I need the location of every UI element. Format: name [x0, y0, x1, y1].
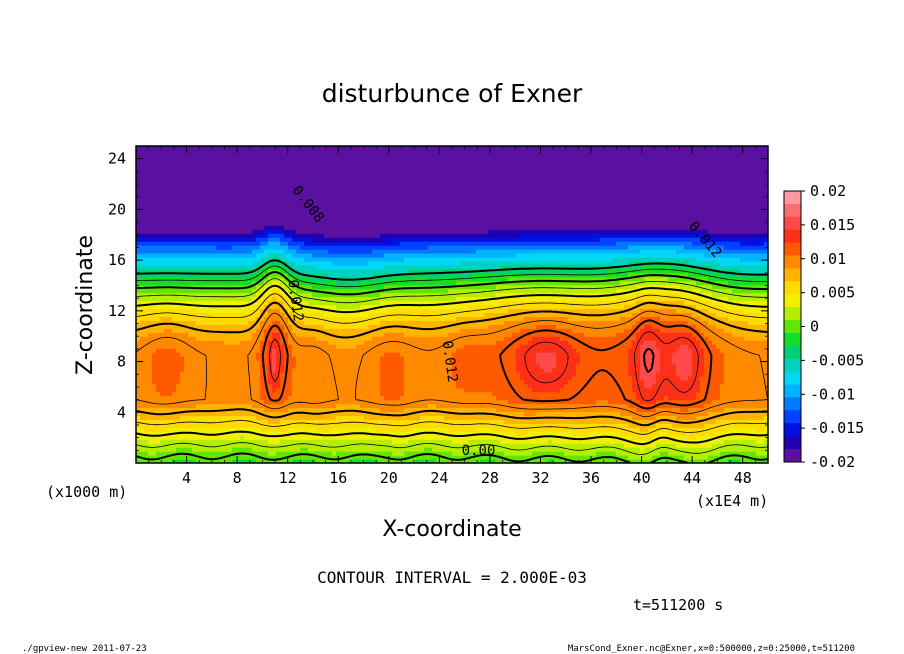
colorbar-swatch — [784, 371, 801, 386]
colorbar-swatch — [784, 307, 801, 321]
colorbar-swatch — [784, 358, 801, 373]
colorbar-tick-label: -0.02 — [810, 453, 855, 471]
x-tick-label: 8 — [233, 469, 242, 487]
contour-line — [136, 259, 768, 281]
contour-line — [269, 331, 699, 401]
colorbar-swatch — [784, 268, 801, 282]
contour-line — [136, 278, 768, 455]
x-tick-label: 12 — [279, 469, 297, 487]
time-text: t=511200 s — [633, 596, 723, 614]
x-tick-label: 40 — [633, 469, 651, 487]
contour-line — [136, 310, 768, 418]
contour-line — [136, 301, 768, 427]
footer-left: ./gpview-new 2011-07-23 — [22, 644, 147, 654]
y-tick-label: 12 — [108, 302, 126, 320]
footer-right: MarsCond_Exner.nc@Exner,x=0:500000,z=0:2… — [568, 644, 855, 654]
y-axis-label: Z-coordinate — [73, 235, 98, 375]
chart-title: disturbunce of Exner — [322, 79, 583, 108]
colorbar-swatch — [784, 423, 801, 437]
x-tick-label: 16 — [329, 469, 347, 487]
colorbar-tick-label: 0 — [810, 318, 819, 336]
x-tick-label: 20 — [380, 469, 398, 487]
y-tick-label: 16 — [108, 251, 126, 269]
y-axis: 4 8 12 16 20 24 — [108, 150, 768, 451]
contour-label: 0.00 — [462, 443, 496, 459]
contour-label-text: 0.012 — [284, 279, 306, 323]
colorbar-swatch — [784, 229, 801, 244]
contour-fill — [136, 146, 768, 463]
y-tick-label: 24 — [108, 150, 126, 168]
y-tick-label: 4 — [117, 403, 126, 421]
x-axis-label: X-coordinate — [382, 517, 521, 542]
x-tick-label: 4 — [182, 469, 191, 487]
colorbar-swatch — [784, 216, 801, 231]
colorbar-tick-label: -0.015 — [810, 419, 864, 437]
colorbar-tick-label: 0.01 — [810, 250, 846, 268]
contour-interval-text: CONTOUR INTERVAL = 2.000E-03 — [317, 568, 587, 587]
colorbar-tick-label: 0.02 — [810, 182, 846, 200]
x-tick-label: 32 — [531, 469, 549, 487]
colorbar-swatch — [784, 345, 801, 360]
contour-line — [136, 271, 768, 463]
x-tick-label: 48 — [734, 469, 752, 487]
colorbar-tick-label: -0.005 — [810, 351, 864, 369]
contour-line — [136, 265, 768, 288]
contour-line — [136, 293, 768, 435]
colorbar-swatch — [784, 397, 801, 411]
x-tick-label: 36 — [582, 469, 600, 487]
contour-line — [643, 347, 655, 373]
contour-label-text: 0.012 — [439, 340, 461, 384]
contour-label: 0.012 — [284, 279, 306, 323]
x-tick-label: 44 — [683, 469, 701, 487]
y-tick-label: 8 — [117, 353, 126, 371]
colorbar-swatch — [784, 384, 801, 398]
colorbar-swatch — [784, 281, 801, 295]
colorbar-swatch — [784, 203, 801, 218]
colorbar: 0.02 0.015 0.01 0.005 0 -0.005 -0.01 -0.015 -0.0… — [783, 182, 864, 471]
colorbar-tick-label: 0.005 — [810, 284, 855, 302]
colorbar-swatch — [784, 436, 801, 450]
contour-line — [136, 284, 768, 446]
colorbar-tick-label: 0.015 — [810, 216, 855, 234]
x-tick-label: 24 — [430, 469, 448, 487]
colorbar-swatch — [784, 255, 801, 269]
colorbar-swatch — [784, 449, 801, 463]
x-unit-label: (x1000 m) — [46, 483, 127, 501]
y-tick-label: 20 — [108, 200, 126, 218]
colorbar-tick-label: -0.01 — [810, 385, 855, 403]
colorbar-swatch — [784, 191, 801, 205]
x-tick-label: 28 — [481, 469, 499, 487]
colorbar-swatch — [784, 332, 801, 347]
contour-line — [261, 319, 713, 410]
contour-lines — [136, 259, 768, 463]
contour-label-text: 0.00 — [462, 443, 496, 459]
x-scale-note: (x1E4 m) — [696, 492, 768, 510]
colorbar-swatch — [784, 242, 801, 257]
colorbar-swatch — [784, 320, 801, 334]
contour-label: 0.012 — [439, 340, 461, 384]
colorbar-swatch — [784, 410, 801, 424]
colorbar-swatch — [784, 294, 801, 308]
x-axis: 4 8 12 16 20 24 28 32 36 40 44 48 — [148, 146, 756, 487]
